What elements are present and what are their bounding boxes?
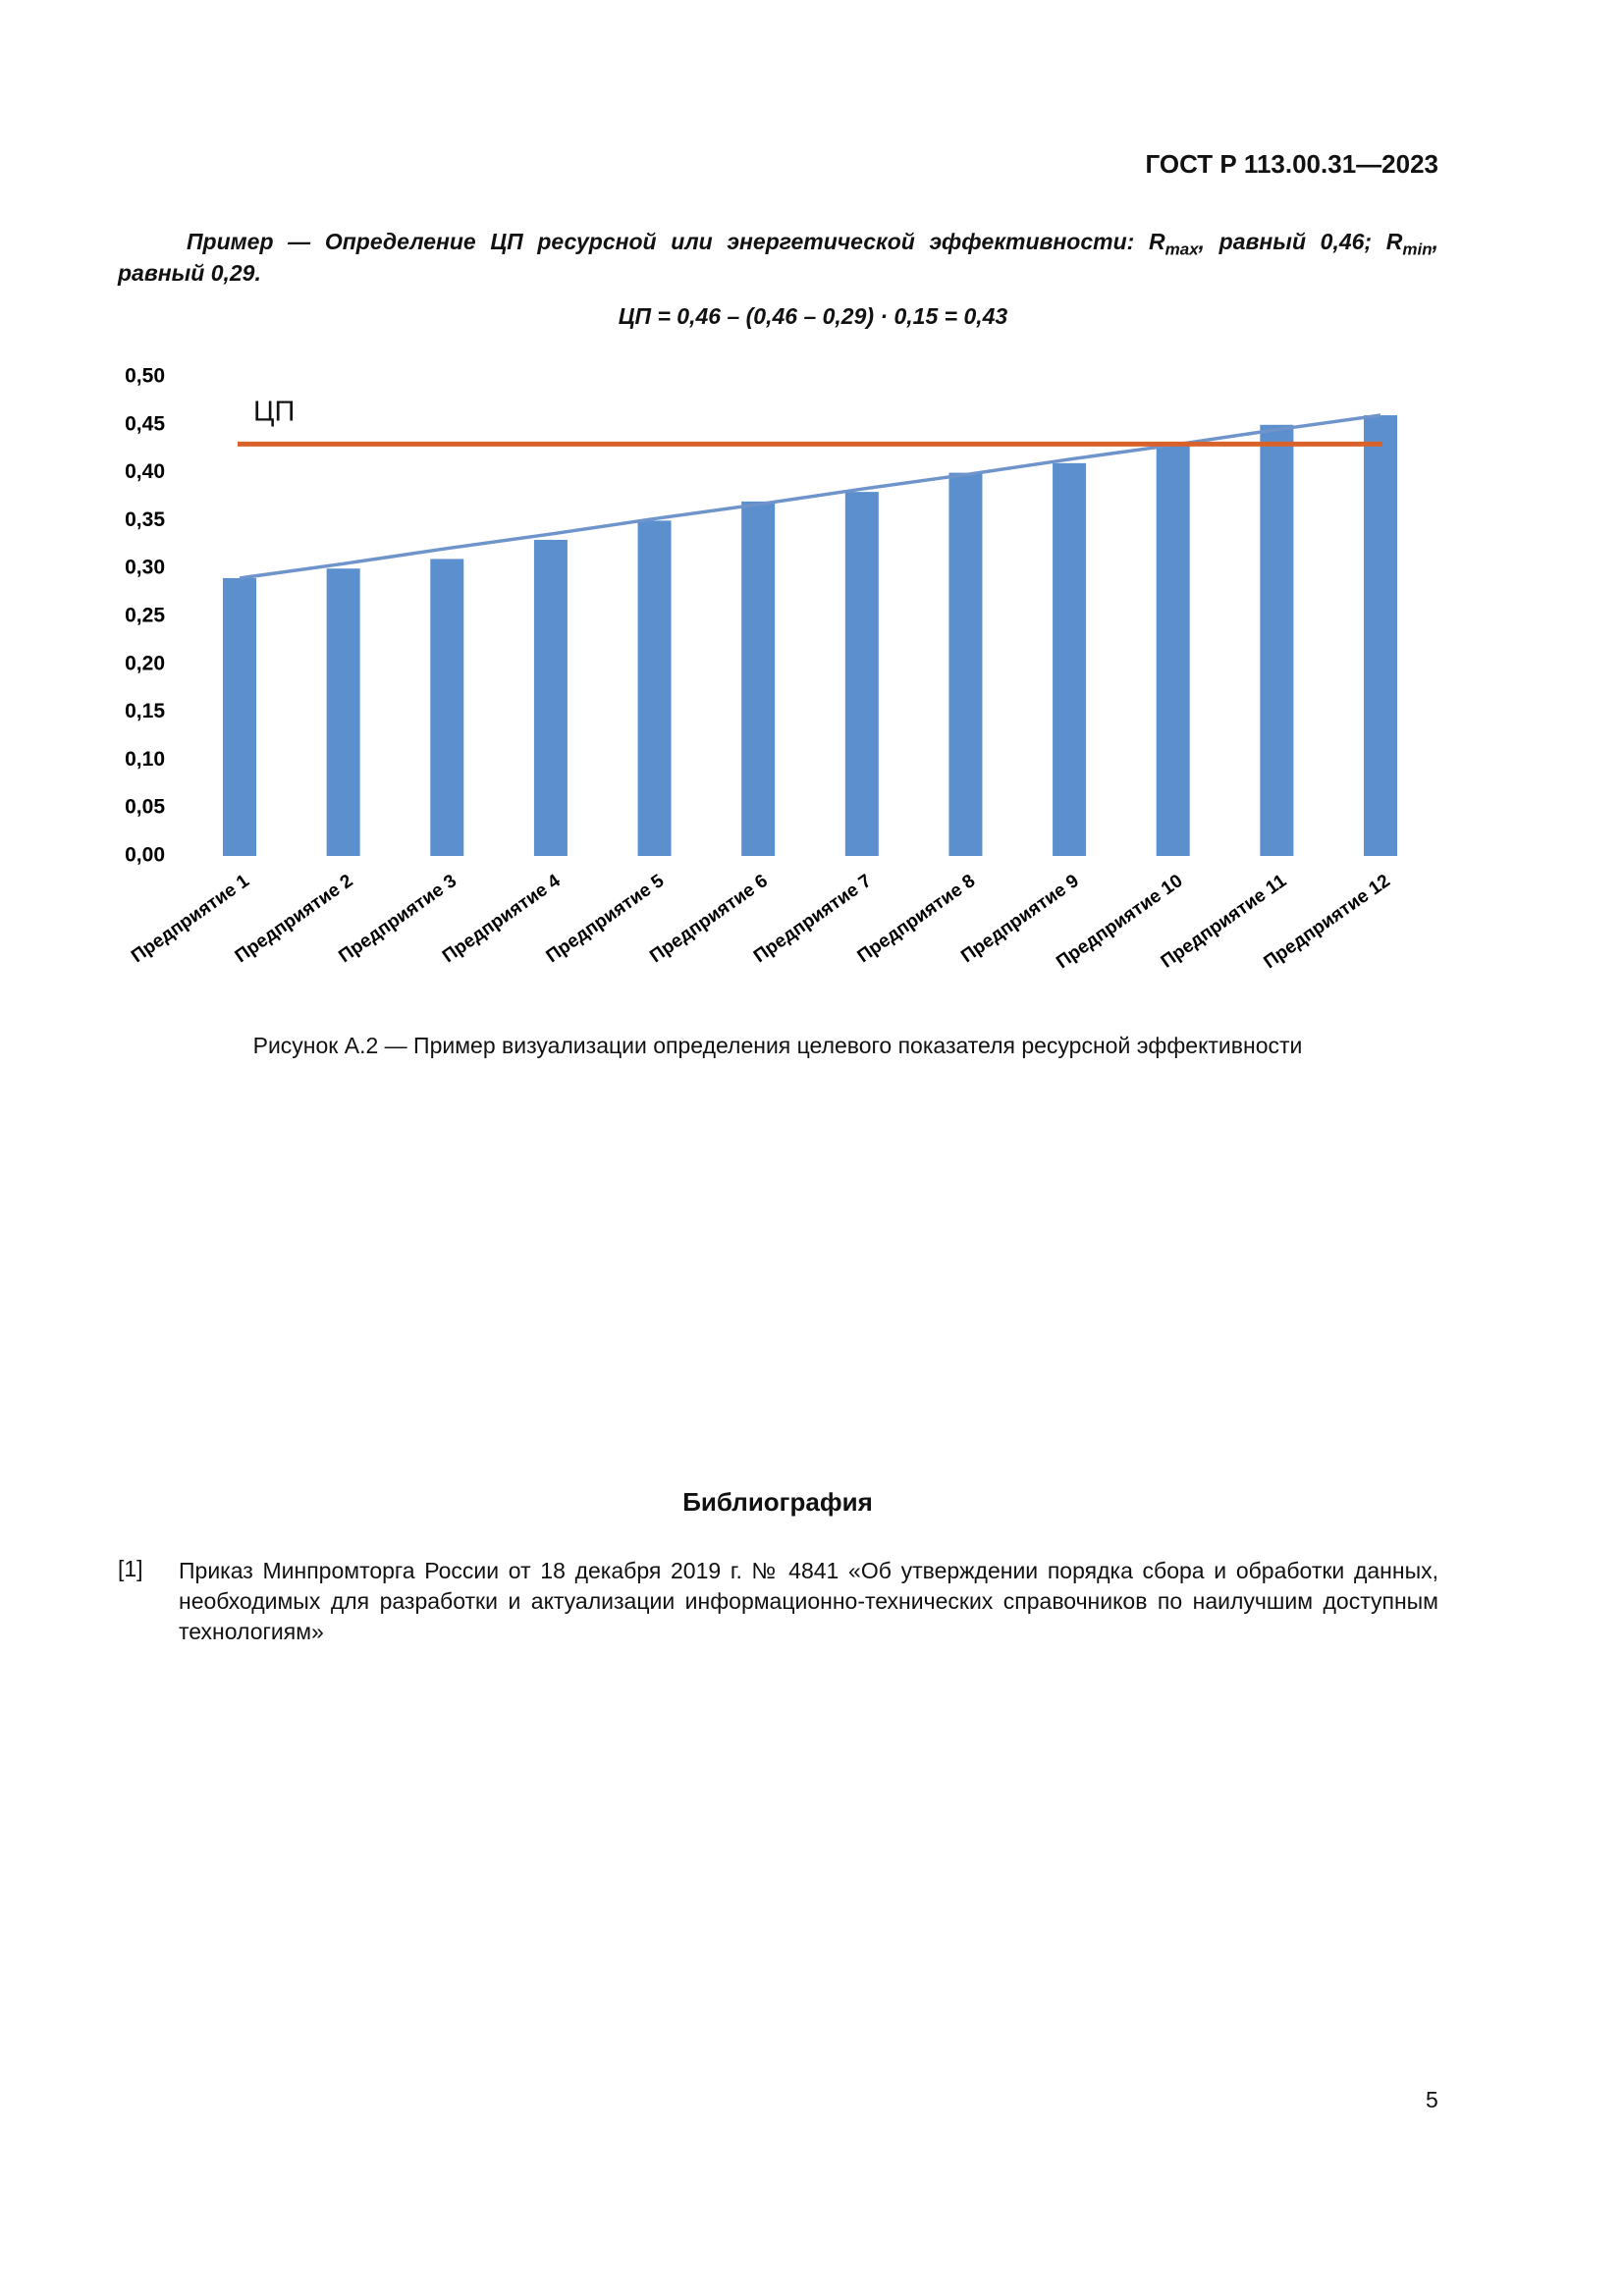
bar [637,520,672,856]
y-tick-label: 0,20 [125,652,165,674]
example-text: Пример — Определение ЦП ресурсной или эн… [187,229,1165,254]
example-text: , равный 0,46; R [1198,229,1403,254]
bar [430,559,464,856]
bar [1260,424,1294,856]
bar [844,492,879,856]
bar [741,501,776,856]
bar [223,577,256,856]
example-paragraph: Пример — Определение ЦП ресурсной или эн… [118,226,1438,289]
y-tick-label: 0,50 [125,365,165,388]
bar [1156,444,1190,856]
target-label: ЦП [253,397,295,428]
y-tick-label: 0,15 [125,700,165,722]
formula: ЦП = 0,46 – (0,46 – 0,29) · 0,15 = 0,43 [618,303,1008,329]
document-header: ГОСТ Р 113.00.31—2023 [1145,149,1439,179]
figure-caption: Рисунок А.2 — Пример визуализации опреде… [252,1033,1303,1058]
subscript: min [1402,240,1433,259]
bar [948,472,983,856]
bar [326,568,360,856]
y-tick-label: 0,10 [125,748,165,771]
y-tick-label: 0,05 [125,796,165,819]
y-tick-label: 0,40 [125,460,165,483]
reference-text: Приказ Минпромторга России от 18 декабря… [179,1558,1438,1644]
bar [1364,415,1397,856]
bar [533,539,568,856]
y-tick-label: 0,00 [125,844,165,867]
y-tick-label: 0,25 [125,605,165,627]
trend-line [239,413,1381,580]
bibliography-title: Библиография [682,1487,873,1517]
y-tick-label: 0,35 [125,508,165,531]
example-text: , равный 0,29. [118,229,1438,286]
y-tick-label: 0,45 [125,412,165,435]
y-tick-label: 0,30 [125,557,165,579]
chart: 0,00 0,05 0,10 0,15 0,20 0,25 0,30 0,35 0,40 0,45… [125,365,1397,973]
bar [1053,462,1087,856]
page-number: 5 [1426,2087,1438,2112]
subscript: max [1164,240,1199,259]
reference-number: [1] [118,1556,143,1581]
